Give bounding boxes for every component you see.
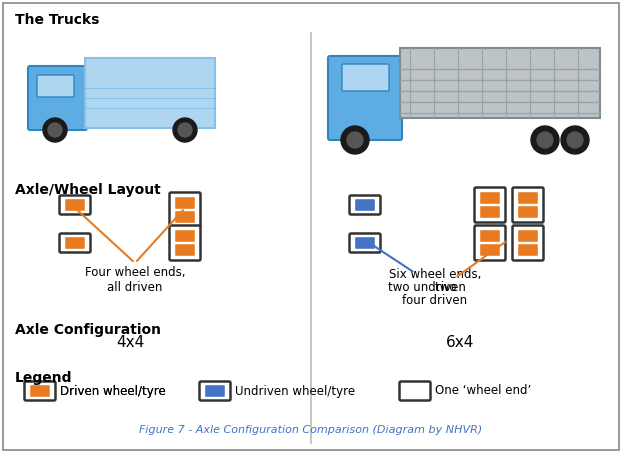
FancyBboxPatch shape	[518, 192, 538, 204]
Text: two undriven: two undriven	[388, 281, 466, 294]
FancyBboxPatch shape	[480, 206, 500, 218]
FancyBboxPatch shape	[355, 199, 375, 211]
Text: Driven wheel/tyre: Driven wheel/tyre	[60, 385, 165, 397]
FancyBboxPatch shape	[513, 226, 544, 260]
FancyBboxPatch shape	[475, 188, 506, 222]
FancyBboxPatch shape	[3, 3, 619, 450]
Text: The Trucks: The Trucks	[15, 13, 100, 27]
FancyBboxPatch shape	[513, 188, 544, 222]
FancyBboxPatch shape	[175, 211, 195, 223]
FancyBboxPatch shape	[350, 196, 381, 215]
FancyBboxPatch shape	[475, 226, 506, 260]
FancyBboxPatch shape	[28, 66, 87, 130]
FancyBboxPatch shape	[480, 230, 500, 242]
Text: Driven wheel/tyre: Driven wheel/tyre	[60, 385, 165, 397]
FancyBboxPatch shape	[400, 48, 600, 118]
Circle shape	[537, 132, 553, 148]
Text: 4x4: 4x4	[116, 335, 144, 350]
FancyBboxPatch shape	[30, 385, 50, 397]
FancyBboxPatch shape	[85, 58, 215, 128]
Circle shape	[43, 118, 67, 142]
Text: two: two	[435, 281, 460, 294]
FancyBboxPatch shape	[65, 199, 85, 211]
FancyBboxPatch shape	[342, 64, 389, 91]
FancyBboxPatch shape	[399, 381, 430, 400]
Circle shape	[341, 126, 369, 154]
Circle shape	[567, 132, 583, 148]
FancyBboxPatch shape	[328, 56, 402, 140]
FancyBboxPatch shape	[480, 244, 500, 256]
FancyBboxPatch shape	[175, 230, 195, 242]
Circle shape	[48, 123, 62, 137]
FancyBboxPatch shape	[200, 381, 231, 400]
FancyBboxPatch shape	[65, 237, 85, 249]
Circle shape	[178, 123, 192, 137]
Text: Axle Configuration: Axle Configuration	[15, 323, 161, 337]
FancyBboxPatch shape	[24, 381, 55, 400]
FancyBboxPatch shape	[170, 193, 200, 227]
Text: Axle/Wheel Layout: Axle/Wheel Layout	[15, 183, 160, 197]
Text: Legend: Legend	[15, 371, 73, 385]
FancyBboxPatch shape	[60, 233, 90, 252]
FancyBboxPatch shape	[175, 197, 195, 209]
FancyBboxPatch shape	[518, 244, 538, 256]
FancyBboxPatch shape	[518, 230, 538, 242]
FancyBboxPatch shape	[355, 237, 375, 249]
FancyBboxPatch shape	[518, 206, 538, 218]
FancyBboxPatch shape	[37, 75, 74, 97]
FancyBboxPatch shape	[405, 385, 425, 397]
Text: Undriven wheel/tyre: Undriven wheel/tyre	[235, 385, 355, 397]
Text: four driven: four driven	[402, 294, 468, 307]
FancyBboxPatch shape	[350, 233, 381, 252]
FancyBboxPatch shape	[175, 244, 195, 256]
Text: One ‘wheel end’: One ‘wheel end’	[435, 385, 531, 397]
FancyBboxPatch shape	[480, 192, 500, 204]
Text: Four wheel ends,
all driven: Four wheel ends, all driven	[85, 266, 185, 294]
FancyBboxPatch shape	[170, 226, 200, 260]
Circle shape	[347, 132, 363, 148]
Circle shape	[531, 126, 559, 154]
Circle shape	[561, 126, 589, 154]
FancyBboxPatch shape	[60, 196, 90, 215]
Text: 6x4: 6x4	[446, 335, 474, 350]
Text: Six wheel ends,: Six wheel ends,	[389, 268, 481, 281]
FancyBboxPatch shape	[205, 385, 225, 397]
Circle shape	[173, 118, 197, 142]
Text: Figure 7 - Axle Configuration Comparison (Diagram by NHVR): Figure 7 - Axle Configuration Comparison…	[139, 425, 483, 435]
